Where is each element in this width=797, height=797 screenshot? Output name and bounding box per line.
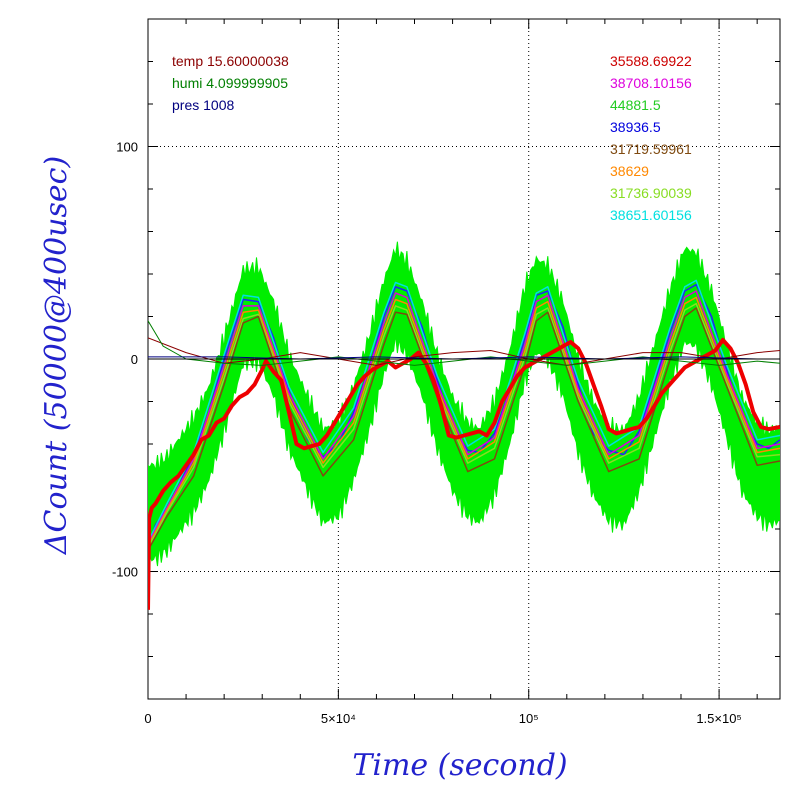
tick-labels: 0 5×10⁴ 10⁵ 1.5×10⁵ -100 0 100: [112, 140, 742, 727]
legend-left: temp 15.60000038 humi 4.099999905 pres 100…: [172, 53, 289, 113]
series-humi-4-099999905-line: [148, 320, 780, 366]
x-tick-label: 5×10⁴: [321, 711, 356, 726]
legend-right-entry: 38936.5: [610, 119, 661, 135]
series-35588-69922-line: [148, 337, 780, 610]
legend-right-entry: 38651.60156: [610, 207, 692, 223]
legend-right-entry: 31719.59961: [610, 141, 692, 157]
series-38651-60156-line: [148, 279, 780, 543]
series-38708-10156-line: [148, 290, 780, 545]
legend-right-entry: 38629: [610, 163, 649, 179]
axis-ticks: [147, 18, 780, 700]
series-31719-59961-line: [148, 307, 780, 551]
legend-left-entry: pres 1008: [172, 97, 234, 113]
series-38936-5-line: [148, 283, 780, 547]
x-tick-label: 1.5×10⁵: [696, 711, 742, 726]
x-tick-label: 10⁵: [519, 711, 539, 726]
series-temp-15-60000038-line: [148, 337, 780, 366]
series-31736-90039-line: [148, 302, 780, 549]
legend-right-entry: 44881.5: [610, 97, 661, 113]
x-tick-label: 0: [144, 711, 151, 726]
y-axis-title: ΔCount (50000@400usec): [39, 156, 74, 555]
y-tick-label: -100: [112, 565, 138, 580]
legend-left-entry: temp 15.60000038: [172, 53, 289, 69]
y-tick-label: 0: [131, 352, 138, 367]
series-38629-line: [148, 296, 780, 547]
y-tick-label: 100: [116, 140, 138, 155]
series-44881-5-band: [148, 241, 780, 567]
legend-right: 35588.69922 38708.10156 44881.5 38936.5 3171…: [610, 53, 692, 223]
legend-left-entry: humi 4.099999905: [172, 75, 288, 91]
x-axis-title: Time (second): [352, 748, 567, 783]
legend-right-entry: 35588.69922: [610, 53, 692, 69]
series-pres-1008-line: [148, 356, 780, 360]
legend-right-entry: 38708.10156: [610, 75, 692, 91]
legend-right-entry: 31736.90039: [610, 185, 692, 201]
series-layer: [148, 241, 780, 610]
